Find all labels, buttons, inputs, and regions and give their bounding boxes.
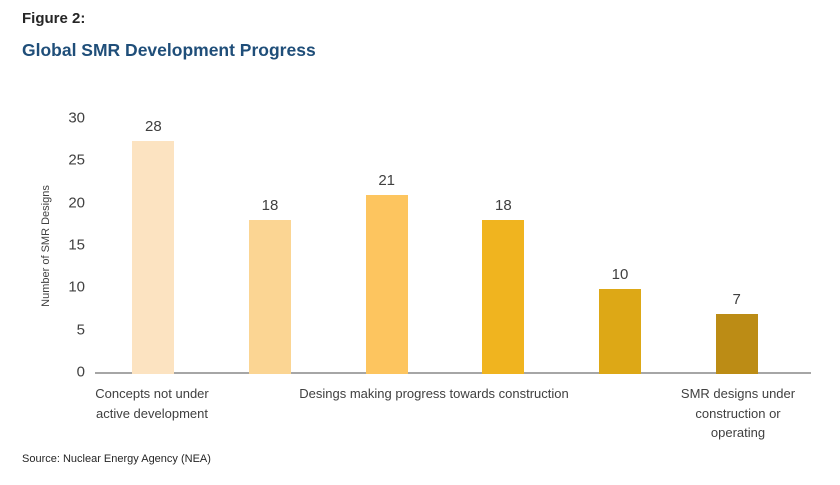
x-axis-label-line: Concepts not under: [95, 386, 209, 401]
bar: [715, 314, 758, 374]
x-axis-label-line: operating: [710, 425, 766, 440]
bar: [365, 194, 408, 374]
chart-title: Global SMR Development Progress: [22, 40, 316, 60]
bar-slot: 7: [678, 118, 795, 374]
figure-label: Figure 2:: [22, 10, 86, 27]
bar: [249, 220, 291, 374]
x-axis-label-line: construction or: [695, 405, 781, 421]
y-axis-ticks: 30 25 20 15 10 5 0: [51, 110, 85, 381]
bar-slot: 21: [328, 118, 445, 374]
bar-value-label: 7: [732, 291, 741, 309]
bar-slot: 18: [445, 118, 562, 374]
x-axis-label-progress: Desings making progress towards construc…: [299, 384, 569, 404]
bar-value-label: 28: [144, 118, 162, 135]
plot-area: 30 25 20 15 10 5 0 28 18 21 18 10 7: [68, 110, 811, 381]
x-axis-label-construction: SMR designs under construction or operat…: [681, 384, 795, 443]
x-axis-label-line: Desings making progress towards construc…: [299, 386, 569, 401]
y-tick-label: 20: [68, 194, 85, 212]
bar: [482, 220, 525, 374]
y-tick-label: 10: [68, 278, 85, 296]
bar-series: 28 18 21 18 10 7: [95, 118, 795, 374]
bar-slot: 10: [562, 118, 679, 374]
y-tick-label: 30: [68, 109, 85, 127]
bar-value-label: 18: [495, 197, 512, 215]
bar-value-label: 18: [261, 197, 279, 215]
bar-value-label: 10: [611, 265, 629, 283]
bar-value-label: 21: [378, 171, 396, 189]
bar-slot: 18: [212, 118, 329, 374]
y-tick-label: 25: [68, 151, 85, 169]
bar: [132, 141, 175, 374]
bar: [599, 288, 642, 374]
y-tick-label: 0: [76, 363, 85, 381]
y-tick-label: 15: [68, 236, 85, 254]
x-axis-label-line: SMR designs under: [680, 386, 796, 401]
bar-slot: 28: [95, 118, 212, 374]
y-tick-label: 5: [76, 321, 85, 339]
x-axis-label-concepts: Concepts not under active development: [95, 384, 208, 423]
source-note: Source: Nuclear Energy Agency (NEA): [22, 453, 211, 465]
x-axis-label-line: active development: [95, 405, 208, 421]
